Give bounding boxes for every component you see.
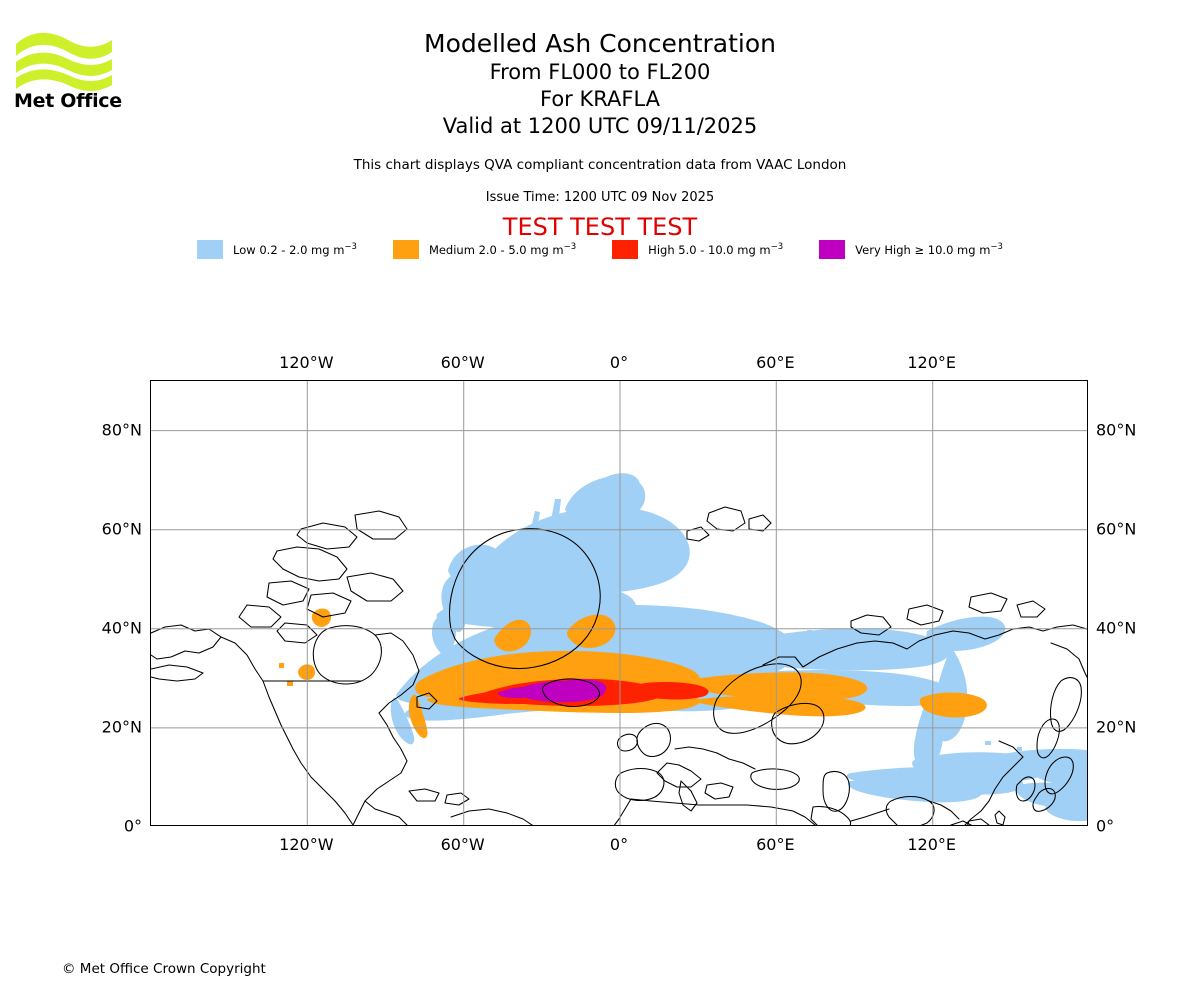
legend-label-high: High 5.0 - 10.0 mg m−3 — [648, 242, 784, 257]
lon-tick-120E-top: 120°E — [907, 353, 956, 372]
lat-tick-40N-right: 40°N — [1096, 618, 1137, 638]
lat-tick-0-right: 0° — [1096, 816, 1115, 836]
lat-tick-80N-right: 80°N — [1096, 420, 1137, 440]
test-banner: TEST TEST TEST — [502, 213, 698, 241]
legend-label-very-high: Very High ≥ 10.0 mg m−3 — [855, 242, 1003, 257]
lon-tick-120E-bottom: 120°E — [907, 835, 956, 854]
legend-label-medium: Medium 2.0 - 5.0 mg m−3 — [428, 242, 577, 257]
legend-swatch-low — [197, 240, 224, 259]
title-line-3: For KRAFLA — [540, 87, 660, 111]
lon-tick-0-bottom: 0° — [609, 835, 629, 854]
lat-tick-80N-left: 80°N — [101, 420, 142, 440]
chart-caption: This chart displays QVA compliant concen… — [353, 157, 847, 173]
legend-item-very-high: Very High ≥ 10.0 mg m−3 — [819, 240, 1003, 259]
met-office-logo-text: Met Office — [14, 90, 122, 112]
title-line-4: Valid at 1200 UTC 09/11/2025 — [442, 114, 758, 138]
issue-time: Issue Time: 1200 UTC 09 Nov 2025 — [485, 190, 715, 205]
legend-swatch-medium — [392, 240, 419, 259]
lon-tick-120W-top: 120°W — [279, 353, 334, 372]
title-line-1: Modelled Ash Concentration — [424, 29, 776, 58]
lat-tick-20N-left: 20°N — [101, 717, 142, 737]
lon-tick-60W-top: 60°W — [440, 353, 485, 372]
lon-tick-0-top: 0° — [609, 353, 629, 372]
lon-tick-120W-bottom: 120°W — [279, 835, 334, 854]
concentration-legend: Low 0.2 - 2.0 mg m−3 Medium 2.0 - 5.0 mg … — [0, 240, 1200, 259]
title-line-2: From FL000 to FL200 — [489, 60, 711, 84]
lon-tick-60W-bottom: 60°W — [440, 835, 485, 854]
lat-tick-60N-right: 60°N — [1096, 519, 1137, 539]
legend-item-low: Low 0.2 - 2.0 mg m−3 — [197, 240, 393, 259]
legend-item-medium: Medium 2.0 - 5.0 mg m−3 — [392, 240, 612, 259]
lat-tick-20N-right: 20°N — [1096, 717, 1137, 737]
lat-tick-0-left: 0° — [123, 816, 142, 836]
page-title: Modelled Ash Concentration From FL000 to… — [0, 28, 1200, 140]
lon-tick-60E-top: 60°E — [756, 353, 795, 372]
met-office-logo — [14, 28, 124, 113]
legend-label-low: Low 0.2 - 2.0 mg m−3 — [233, 242, 357, 257]
lat-tick-60N-left: 60°N — [101, 519, 142, 539]
copyright-notice: © Met Office Crown Copyright — [62, 961, 266, 977]
lon-tick-60E-bottom: 60°E — [756, 835, 795, 854]
lat-tick-40N-left: 40°N — [101, 618, 142, 638]
legend-swatch-high — [612, 240, 639, 259]
legend-item-high: High 5.0 - 10.0 mg m−3 — [612, 240, 819, 259]
legend-swatch-very-high — [819, 240, 846, 259]
ash-concentration-map — [150, 380, 1088, 826]
